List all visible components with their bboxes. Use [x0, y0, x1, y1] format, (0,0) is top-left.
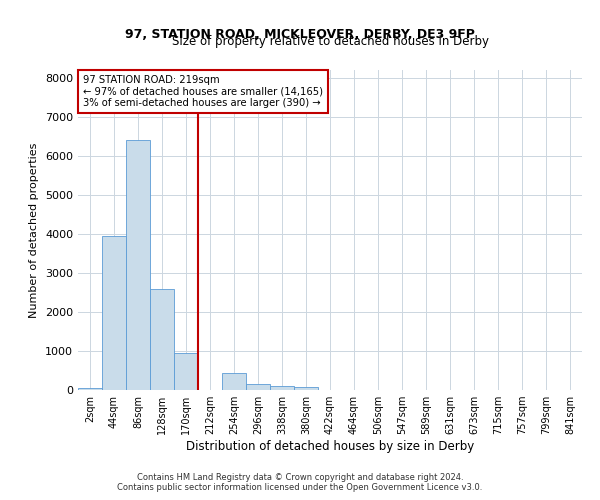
- Bar: [174, 353, 198, 390]
- Text: 97 STATION ROAD: 219sqm
← 97% of detached houses are smaller (14,165)
3% of semi: 97 STATION ROAD: 219sqm ← 97% of detache…: [83, 75, 323, 108]
- Bar: [78, 388, 102, 390]
- Y-axis label: Number of detached properties: Number of detached properties: [29, 142, 40, 318]
- Bar: [222, 373, 246, 390]
- Title: Size of property relative to detached houses in Derby: Size of property relative to detached ho…: [172, 35, 488, 48]
- Text: 97, STATION ROAD, MICKLEOVER, DERBY, DE3 9FP: 97, STATION ROAD, MICKLEOVER, DERBY, DE3…: [125, 28, 475, 40]
- Bar: [126, 140, 150, 390]
- Bar: [270, 386, 294, 390]
- X-axis label: Distribution of detached houses by size in Derby: Distribution of detached houses by size …: [186, 440, 474, 453]
- Bar: [246, 384, 270, 390]
- Bar: [102, 236, 126, 390]
- Text: Contains HM Land Registry data © Crown copyright and database right 2024.: Contains HM Land Registry data © Crown c…: [137, 474, 463, 482]
- Bar: [150, 288, 174, 390]
- Text: Contains public sector information licensed under the Open Government Licence v3: Contains public sector information licen…: [118, 484, 482, 492]
- Bar: [294, 388, 318, 390]
